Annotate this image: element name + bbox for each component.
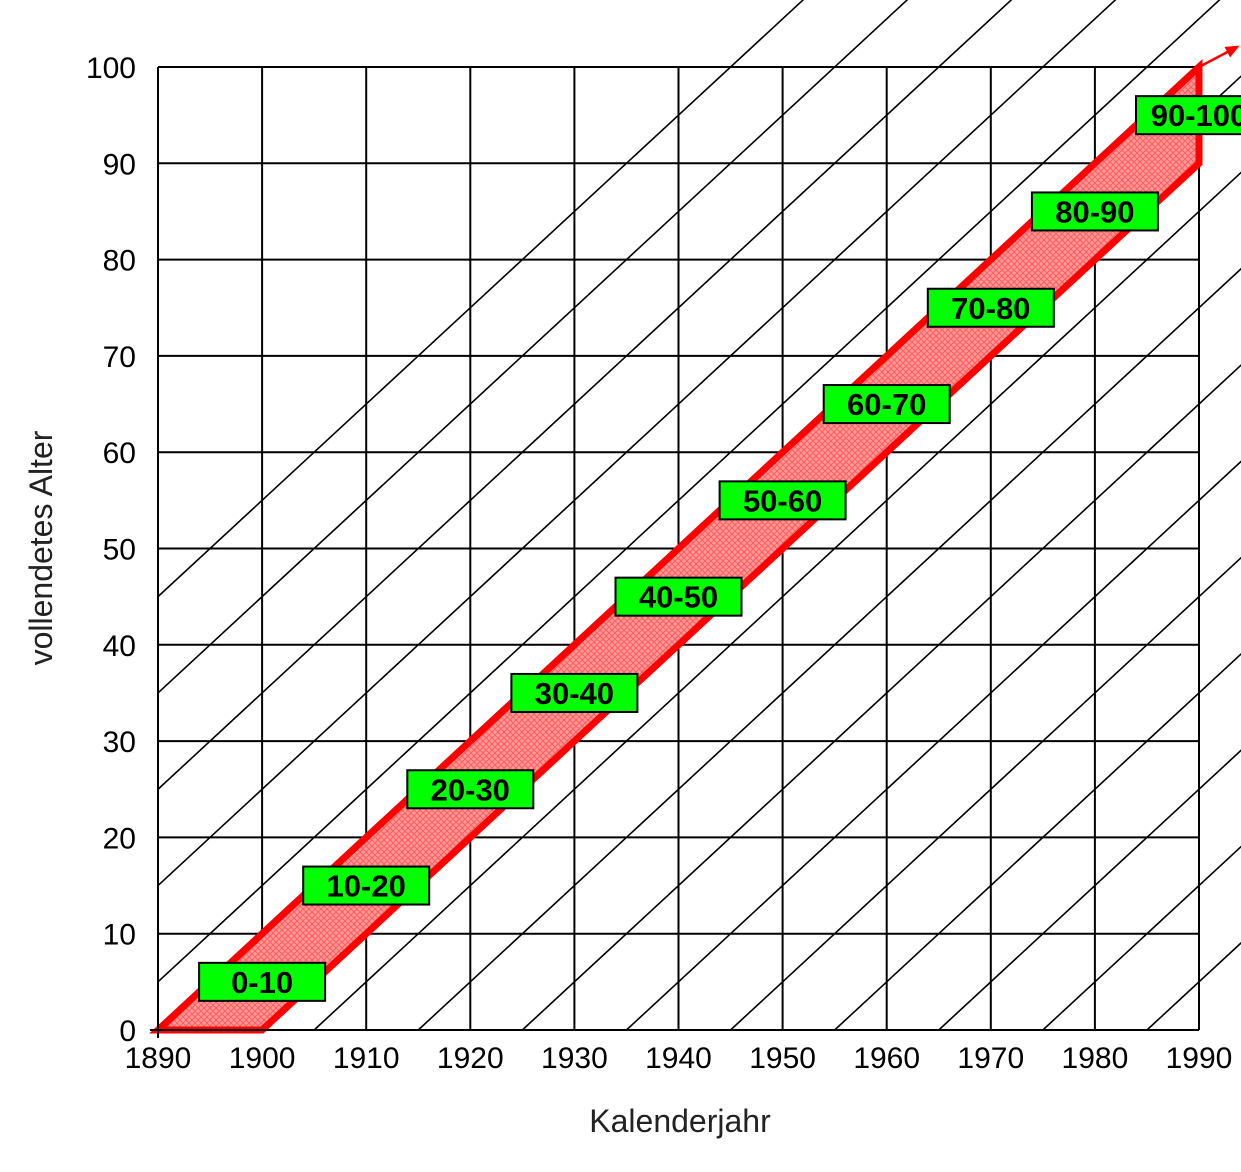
age-group-label-text: 60-70 (847, 387, 926, 422)
age-group-label: 80-90 (1030, 191, 1159, 232)
lifeline (158, 0, 1117, 887)
lifeline (730, 556, 1241, 1031)
x-tick-label: 1920 (437, 1042, 504, 1075)
y-tick-label: 80 (103, 245, 136, 278)
y-tick-label: 40 (103, 630, 136, 663)
age-group-label-box (1030, 191, 1159, 232)
lifeline (834, 653, 1241, 1031)
x-tick-label: 1990 (1166, 1042, 1233, 1075)
y-tick-label: 50 (103, 534, 136, 567)
x-tick-labels: 1890 1900 1910 1920 1930 1940 1950 1960 1970 1980… (125, 1042, 1233, 1075)
age-group-label-box (198, 961, 327, 1002)
lifeline (158, 0, 805, 598)
x-tick-label: 1890 (125, 1042, 192, 1075)
age-group-label-box (926, 287, 1055, 328)
age-group-label-box (510, 672, 639, 713)
lifeline (625, 460, 1241, 1031)
age-group-label-text: 70-80 (951, 291, 1030, 326)
age-group-label: 50-60 (718, 480, 847, 521)
x-tick-label: 1940 (645, 1042, 712, 1075)
lifeline (417, 267, 1241, 1031)
age-group-label: 60-70 (822, 384, 951, 425)
age-group-label-box (614, 576, 743, 617)
age-group-label: 90-100 (1135, 95, 1241, 136)
y-tick-label: 30 (103, 726, 136, 759)
y-tick-labels: 0 10 20 30 40 50 60 70 80 90 100 (86, 52, 136, 1048)
lifeline (158, 0, 909, 694)
x-tick-label: 1930 (541, 1042, 608, 1075)
lifeline (1042, 845, 1241, 1031)
age-group-label: 30-40 (510, 672, 639, 713)
cohort-band-arrow (1198, 45, 1240, 69)
y-tick-label: 10 (103, 919, 136, 952)
y-tick-label: 20 (103, 822, 136, 855)
age-group-label-box (302, 865, 431, 906)
age-group-labels: 0-10 10-20 20-30 30-40 40-50 50-60 60-70 70-80 8… (198, 95, 1241, 1002)
age-group-label-text: 40-50 (639, 580, 718, 615)
y-tick-label: 90 (103, 148, 136, 181)
age-group-label: 0-10 (198, 961, 327, 1002)
x-axis-title: Kalenderjahr (589, 1103, 771, 1139)
y-tick-label: 0 (119, 1015, 136, 1048)
x-tick-label: 1960 (853, 1042, 920, 1075)
age-group-label-text: 80-90 (1055, 194, 1134, 229)
axes (150, 67, 1199, 1038)
lifeline (938, 749, 1241, 1031)
y-axis-title: vollendetes Alter (23, 430, 59, 665)
x-tick-label: 1900 (229, 1042, 296, 1075)
age-group-label-text: 20-30 (431, 772, 510, 807)
x-tick-label: 1910 (333, 1042, 400, 1075)
lifelines (158, 0, 1241, 1031)
x-tick-label: 1970 (957, 1042, 1024, 1075)
y-tick-label: 60 (103, 437, 136, 470)
age-group-label: 40-50 (614, 576, 743, 617)
lifeline (158, 0, 1013, 790)
age-group-label-text: 90-100 (1151, 98, 1241, 133)
age-group-label-box (822, 384, 951, 425)
x-tick-label: 1950 (749, 1042, 816, 1075)
lifeline (313, 171, 1241, 1031)
y-tick-label: 100 (86, 52, 136, 85)
age-group-label: 20-30 (406, 769, 535, 810)
age-group-label-text: 50-60 (743, 483, 822, 518)
lifeline (158, 0, 1221, 983)
age-group-label-box (406, 769, 535, 810)
lifeline (521, 364, 1241, 1031)
x-tick-label: 1980 (1062, 1042, 1129, 1075)
age-group-label-text: 30-40 (535, 676, 614, 711)
age-group-label-text: 10-20 (327, 869, 406, 904)
age-group-label: 10-20 (302, 865, 431, 906)
y-tick-label: 70 (103, 341, 136, 374)
age-group-label: 70-80 (926, 287, 1055, 328)
age-group-label-box (718, 480, 847, 521)
age-group-label-box (1135, 95, 1241, 136)
age-group-label-text: 0-10 (231, 965, 293, 1000)
